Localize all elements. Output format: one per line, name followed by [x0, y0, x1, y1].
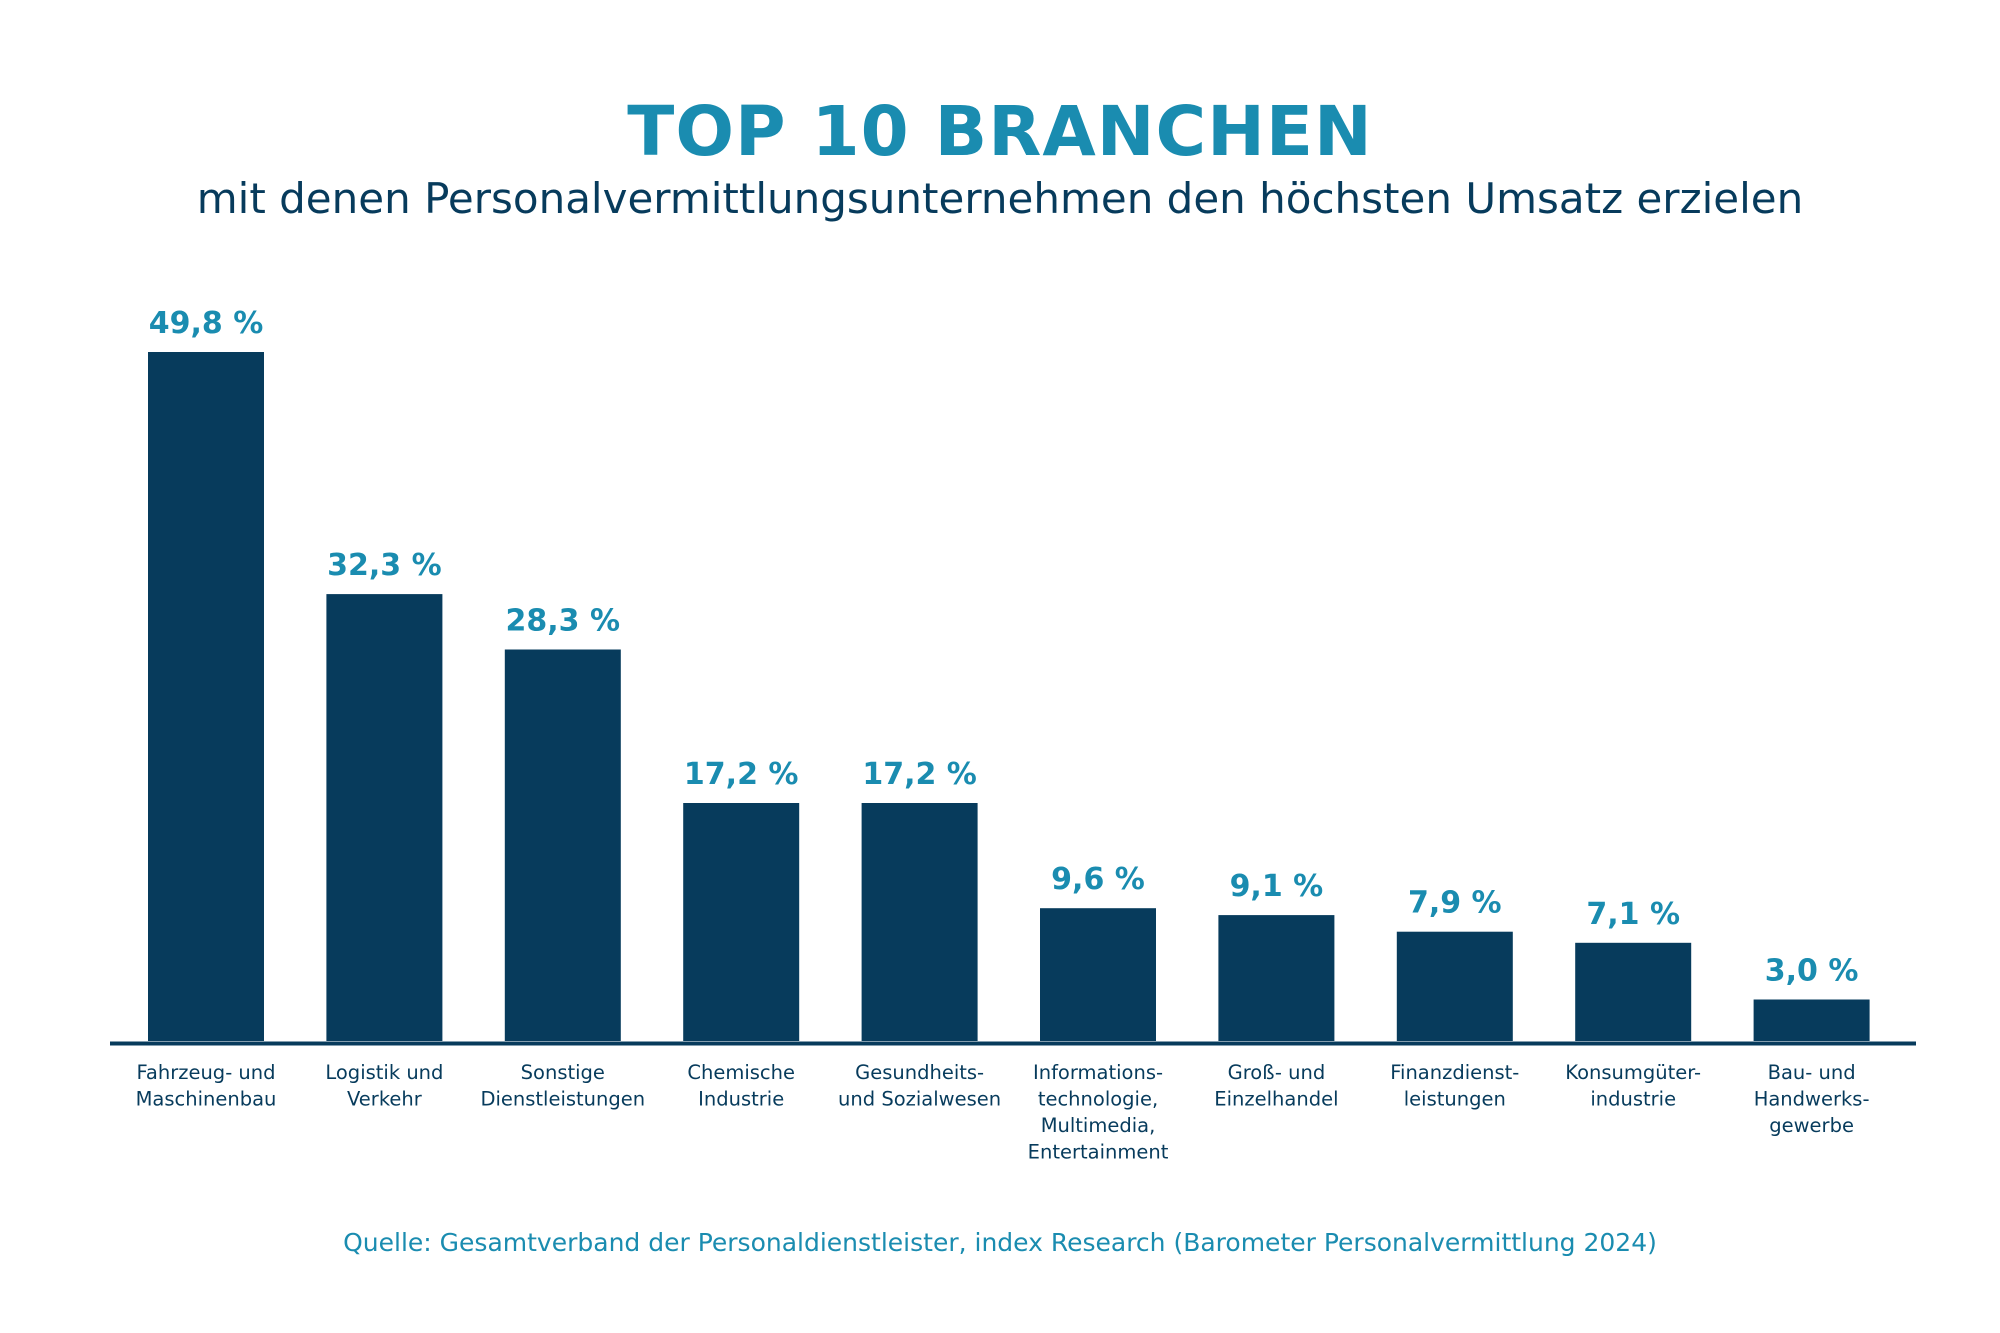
chart-subtitle: mit denen Personalvermittlungsunternehme… — [196, 174, 1804, 223]
bars-group — [148, 352, 1870, 1041]
bar — [326, 594, 443, 1041]
bar-value-label: 28,3 % — [506, 604, 621, 639]
bar-value-label: 7,1 % — [1586, 897, 1680, 932]
bar — [1040, 908, 1156, 1041]
category-label-line: Informations- — [1033, 1061, 1163, 1084]
bar — [861, 803, 978, 1041]
bar — [504, 649, 621, 1041]
category-label-line: Fahrzeug- und — [136, 1061, 275, 1084]
category-label-line: Bau- und — [1768, 1061, 1856, 1084]
category-label-line: Finanzdienst- — [1390, 1061, 1519, 1084]
category-label-line: und Sozialwesen — [838, 1088, 1001, 1111]
bar-value-label: 17,2 % — [684, 757, 799, 792]
category-label-line: gewerbe — [1769, 1114, 1854, 1137]
category-label-line: Verkehr — [347, 1088, 423, 1111]
source-note: Quelle: Gesamtverband der Personaldienst… — [343, 1228, 1657, 1257]
bar — [683, 803, 800, 1041]
bar-value-label: 32,3 % — [327, 548, 442, 583]
category-label-line: leistungen — [1404, 1088, 1506, 1111]
bar-value-label: 9,6 % — [1051, 862, 1145, 897]
category-label-line: Logistik und — [325, 1061, 443, 1084]
category-label: Informations-technologie, Multimedia, Ente… — [1028, 1061, 1169, 1164]
bar — [148, 352, 264, 1041]
category-label: Finanzdienst-leistungen — [1390, 1061, 1519, 1111]
category-label-line: Chemische — [687, 1061, 795, 1084]
category-label: Bau- und Handwerks-gewerbe — [1754, 1061, 1870, 1137]
category-label-line: Industrie — [698, 1088, 784, 1111]
category-labels-group: Fahrzeug- und Maschinenbau Logistik und Ver… — [136, 1061, 1870, 1164]
category-label-line: Entertainment — [1028, 1141, 1169, 1164]
category-label-line: Sonstige — [521, 1061, 605, 1084]
bar — [1575, 942, 1692, 1041]
chart-title: TOP 10 BRANCHEN — [627, 92, 1373, 172]
category-label-line: industrie — [1590, 1088, 1676, 1111]
value-labels-group: 49,8 % 32,3 % 28,3 % 17,2 % 17,2 % 9,6 % 9,1 %… — [149, 306, 1859, 989]
bar-value-label: 9,1 % — [1230, 869, 1324, 904]
category-label-line: Maschinenbau — [136, 1088, 277, 1111]
category-label: Logistik und Verkehr — [325, 1061, 443, 1111]
category-label-line: Dienstleistungen — [480, 1088, 645, 1111]
category-label-line: Groß- und — [1228, 1061, 1326, 1084]
category-label: Groß- und Einzelhandel — [1214, 1061, 1338, 1111]
bar-value-label: 49,8 % — [149, 306, 264, 341]
category-label-line: Multimedia, — [1041, 1114, 1156, 1137]
category-label: Chemische Industrie — [687, 1061, 795, 1111]
bar — [1396, 931, 1513, 1041]
bar-value-label: 17,2 % — [862, 757, 977, 792]
category-label-line: Konsumgüter- — [1565, 1061, 1701, 1084]
category-label-line: technologie, — [1038, 1088, 1158, 1111]
bar — [1218, 915, 1335, 1041]
category-label: Sonstige Dienstleistungen — [480, 1061, 645, 1111]
bar — [1753, 999, 1870, 1041]
category-label: Fahrzeug- und Maschinenbau — [136, 1061, 277, 1111]
category-label: Konsumgüter-industrie — [1565, 1061, 1701, 1111]
category-label-line: Gesundheits- — [855, 1061, 984, 1084]
category-label-line: Einzelhandel — [1214, 1088, 1338, 1111]
bar-value-label: 7,9 % — [1408, 886, 1502, 921]
bar-value-label: 3,0 % — [1765, 954, 1859, 989]
category-label: Gesundheits-und Sozialwesen — [838, 1061, 1001, 1111]
category-label-line: Handwerks- — [1754, 1088, 1870, 1111]
